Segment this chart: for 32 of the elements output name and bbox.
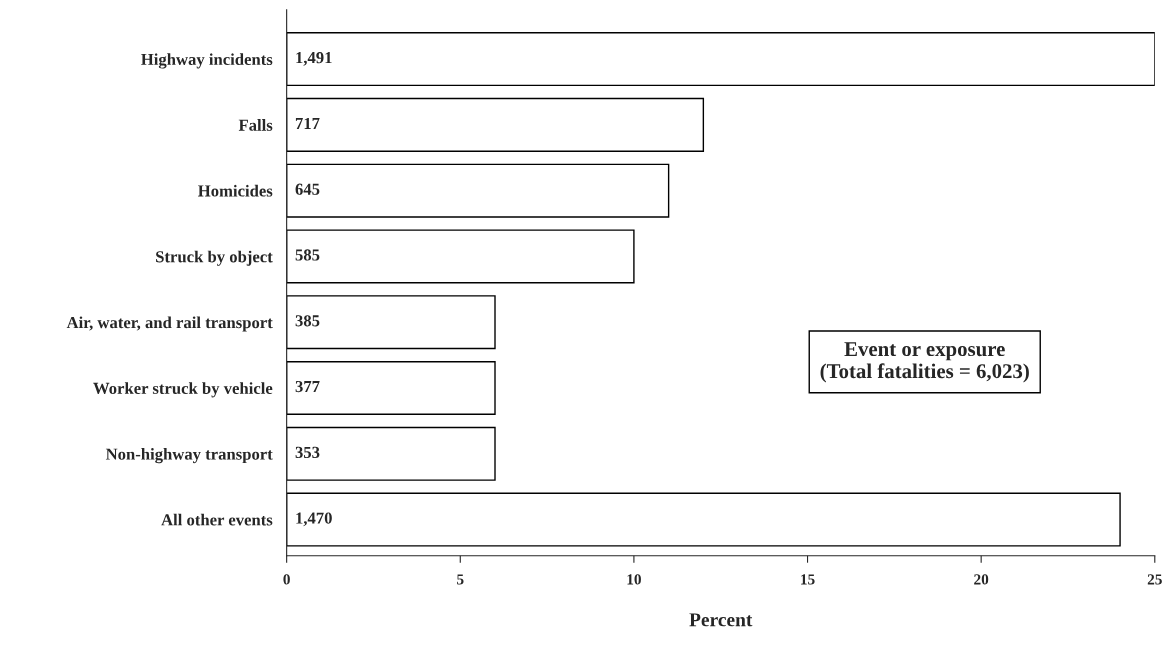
y-tick-label: Air, water, and rail transport <box>66 316 273 332</box>
bar <box>286 229 635 284</box>
x-tick-label: 20 <box>974 574 989 585</box>
bar <box>286 163 670 218</box>
bar <box>286 360 496 416</box>
annotation: 353 <box>295 446 320 458</box>
y-tick-label: Struck by object <box>156 250 273 266</box>
annotation: Event or exposure (Total fatalities = 6,023) <box>820 342 1029 383</box>
bar <box>286 32 1155 87</box>
annotation: 717 <box>295 117 320 129</box>
bar <box>286 426 496 481</box>
y-tick-label: All other events <box>161 513 273 526</box>
annotation: 1,491 <box>296 52 332 66</box>
annotation: 585 <box>295 249 320 261</box>
y-tick-label: Highway incidents <box>141 53 273 69</box>
bar <box>286 492 1121 547</box>
x-tick-label: 25 <box>1147 574 1162 585</box>
y-tick-label: Homicides <box>198 184 273 197</box>
annotation: 645 <box>295 183 320 195</box>
bar <box>286 97 705 152</box>
x-tick-label: 10 <box>627 574 641 585</box>
y-tick-label: Worker struck by vehicle <box>93 382 273 398</box>
annotation: 377 <box>295 380 320 393</box>
bar <box>286 295 496 350</box>
x-tick-label: 15 <box>801 574 815 585</box>
annotation: 385 <box>295 315 320 327</box>
y-tick-label: Falls <box>238 119 273 131</box>
x-axis-title: Percent <box>689 613 753 627</box>
x-tick-label: 0 <box>283 574 290 585</box>
annotation: 1,470 <box>296 512 332 527</box>
y-tick-label: Non-highway transport <box>105 448 273 464</box>
x-tick-label: 5 <box>457 574 464 585</box>
